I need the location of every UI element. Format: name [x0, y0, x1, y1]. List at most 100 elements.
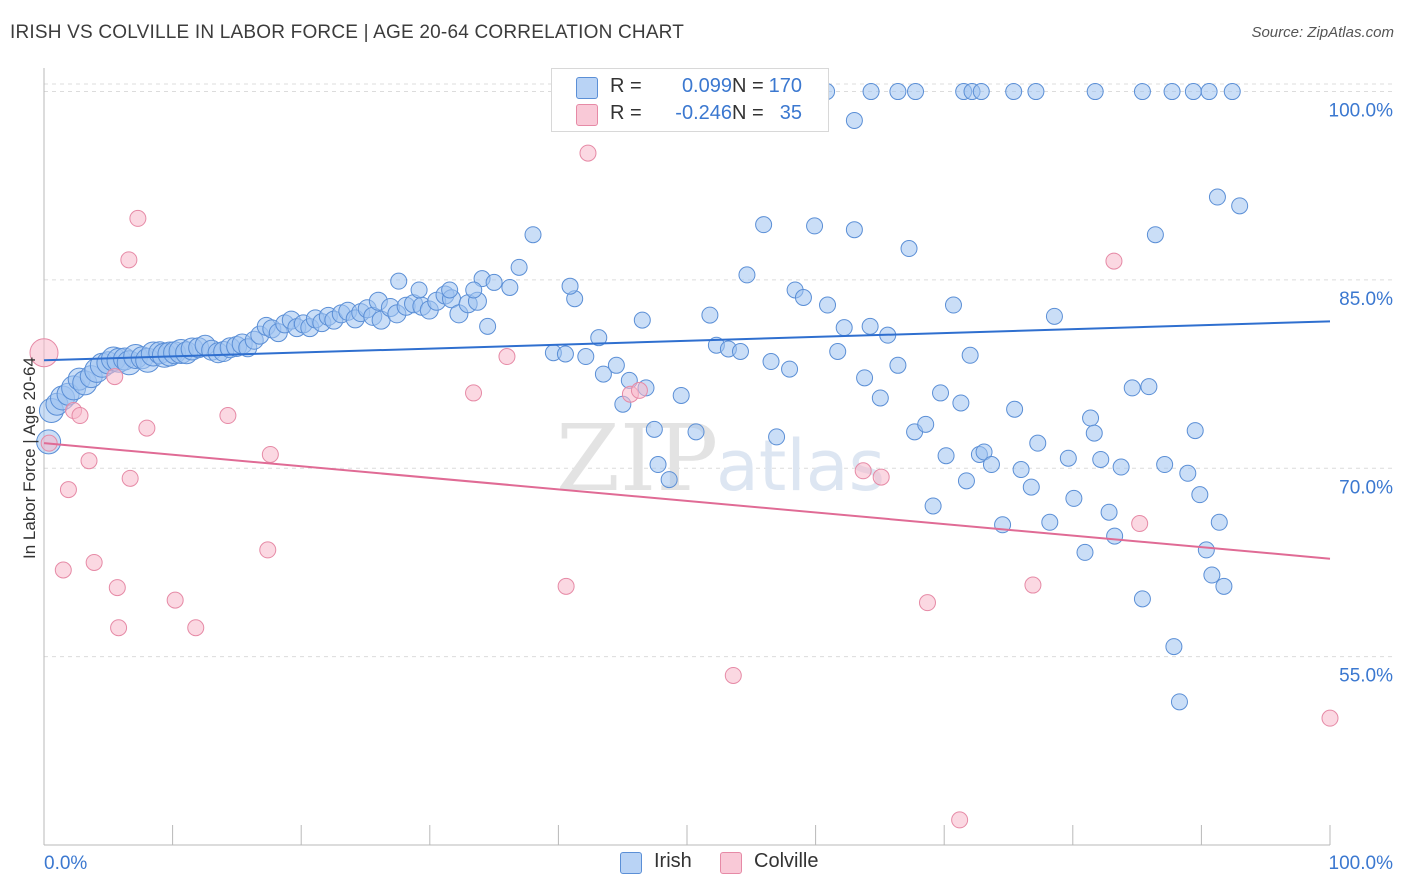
- data-point-irish: [1163, 83, 1181, 101]
- n-label: N =: [732, 75, 764, 97]
- data-point-colville: [261, 445, 279, 463]
- data-point-irish: [835, 319, 853, 337]
- data-point-colville: [54, 561, 72, 579]
- data-point-irish: [1179, 464, 1197, 482]
- data-point-irish: [1086, 83, 1104, 101]
- data-point-colville: [579, 144, 597, 162]
- data-point-irish: [907, 83, 925, 101]
- data-point-colville: [1131, 515, 1149, 533]
- y-tick-label: 55.0%: [1339, 666, 1393, 687]
- data-point-irish: [561, 277, 579, 295]
- legend-label-irish: Irish: [654, 850, 692, 872]
- data-point-irish: [1100, 503, 1118, 521]
- data-point-irish: [794, 288, 812, 306]
- data-point-irish: [649, 456, 667, 474]
- chart-title: IRISH VS COLVILLE IN LABOR FORCE | AGE 2…: [10, 22, 685, 43]
- data-point-irish: [410, 281, 428, 299]
- data-point-irish: [645, 420, 663, 438]
- n-value-colville: 35: [779, 102, 802, 124]
- irish-swatch: [576, 77, 598, 99]
- data-point-irish: [633, 311, 651, 329]
- data-point-irish: [1184, 83, 1202, 101]
- data-point-irish: [862, 83, 880, 101]
- data-point-irish: [1133, 590, 1151, 608]
- data-point-irish: [982, 456, 1000, 474]
- trend-line-colville: [43, 442, 1331, 560]
- data-point-colville: [465, 384, 483, 402]
- data-point-colville: [121, 469, 139, 487]
- data-point-irish: [1092, 450, 1110, 468]
- n-label: N =: [732, 102, 764, 124]
- data-point-irish: [738, 266, 756, 284]
- r-value-colville: -0.246: [675, 102, 732, 124]
- data-point-irish: [1223, 83, 1241, 101]
- data-point-irish: [1208, 188, 1226, 206]
- data-point-irish: [510, 258, 528, 276]
- data-point-irish: [871, 389, 889, 407]
- data-point-colville: [80, 452, 98, 470]
- x-tick-label-min: 0.0%: [44, 853, 87, 874]
- x-tick-label-max: 100.0%: [1329, 853, 1394, 874]
- data-point-irish: [1156, 456, 1174, 474]
- data-point-colville: [110, 619, 128, 637]
- data-point-irish: [1186, 422, 1204, 440]
- data-point-irish: [1045, 307, 1063, 325]
- data-point-irish: [1146, 226, 1164, 244]
- data-point-irish: [917, 415, 935, 433]
- data-point-irish: [701, 306, 719, 324]
- data-point-irish: [590, 329, 608, 347]
- data-point-irish: [1112, 458, 1130, 476]
- data-point-irish: [1012, 461, 1030, 479]
- data-point-irish: [856, 369, 874, 387]
- data-point-irish: [479, 317, 497, 335]
- data-point-irish: [1170, 693, 1188, 711]
- data-point-irish: [672, 386, 690, 404]
- data-point-irish: [952, 394, 970, 412]
- data-point-irish: [755, 216, 773, 234]
- data-point-irish: [1076, 543, 1094, 561]
- data-point-irish: [768, 428, 786, 446]
- y-axis-title: In Labor Force | Age 20-64: [20, 357, 39, 559]
- data-point-irish: [1210, 513, 1228, 531]
- data-point-irish: [829, 342, 847, 360]
- data-point-irish: [972, 83, 990, 101]
- data-point-colville: [71, 407, 89, 425]
- data-point-irish: [1106, 527, 1124, 545]
- irish-legend-swatch: [620, 852, 642, 874]
- watermark-zip: ZIP: [556, 405, 718, 512]
- data-point-irish: [390, 272, 408, 290]
- data-point-irish: [781, 360, 799, 378]
- data-point-colville: [219, 407, 237, 425]
- data-point-colville: [187, 619, 205, 637]
- data-point-irish: [1029, 434, 1047, 452]
- data-point-irish: [861, 317, 879, 335]
- data-point-colville: [59, 481, 77, 499]
- data-point-irish: [1005, 83, 1023, 101]
- data-point-irish: [1027, 83, 1045, 101]
- data-point-colville: [138, 419, 156, 437]
- data-point-colville: [918, 594, 936, 612]
- legend-label-colville: Colville: [754, 850, 819, 872]
- data-point-irish: [465, 281, 483, 299]
- data-point-irish: [889, 83, 907, 101]
- data-point-colville: [872, 468, 890, 486]
- data-point-irish: [731, 342, 749, 360]
- data-point-colville: [498, 348, 516, 366]
- data-point-irish: [1140, 378, 1158, 396]
- n-value-irish: 170: [768, 75, 802, 97]
- data-point-irish: [577, 348, 595, 366]
- data-point-irish: [944, 296, 962, 314]
- data-point-colville: [85, 553, 103, 571]
- data-point-colville: [951, 811, 969, 829]
- data-point-irish: [1191, 486, 1209, 504]
- data-point-irish: [762, 353, 780, 371]
- data-point-colville: [854, 462, 872, 480]
- data-point-irish: [501, 278, 519, 296]
- data-point-irish: [687, 423, 705, 441]
- data-point-irish: [961, 346, 979, 364]
- data-point-irish: [932, 384, 950, 402]
- data-point-irish: [889, 356, 907, 374]
- data-point-irish: [1165, 638, 1183, 656]
- data-point-colville: [724, 666, 742, 684]
- data-point-colville: [1321, 709, 1339, 727]
